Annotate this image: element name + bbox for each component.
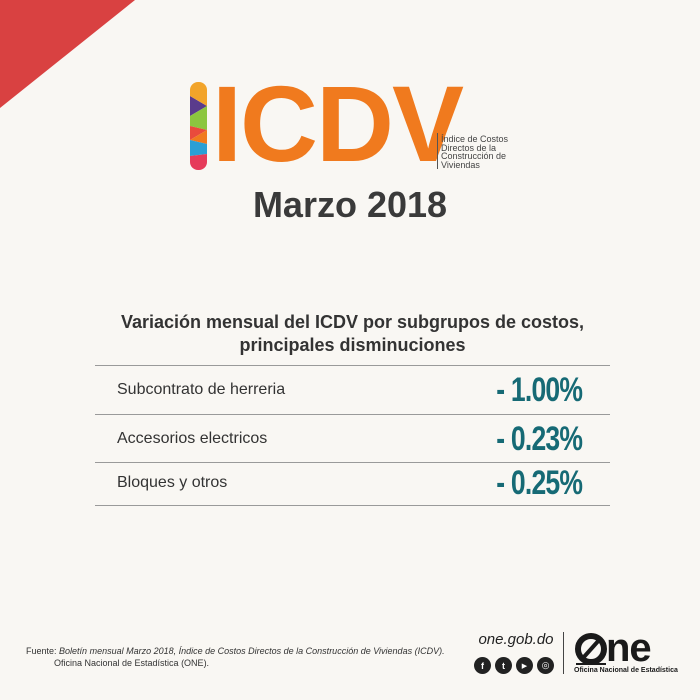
source-note: Fuente: Boletín mensual Marzo 2018, Índi…: [26, 645, 456, 669]
row-label: Subcontrato de herreria: [117, 381, 286, 398]
table-row: Subcontrato de herreria - 1.00%: [95, 365, 610, 414]
source-text: Boletín mensual Marzo 2018, Índice de Co…: [59, 646, 445, 656]
table-title: Variación mensual del ICDV por subgrupos…: [120, 312, 585, 355]
footer-divider: [563, 632, 564, 674]
social-links: f t ▶ ◎: [474, 657, 554, 674]
row-label: Bloques y otros: [117, 474, 228, 491]
one-logo-o-icon: [575, 633, 607, 665]
icdv-logo: ICDV Índice de Costos Directos de la Con…: [190, 70, 550, 178]
one-logo: ne Oficina Nacional de Estadística: [574, 626, 684, 674]
table-row: Bloques y otros - 0.25%: [95, 462, 610, 506]
source-org: Oficina Nacional de Estadística (ONE).: [54, 658, 210, 668]
website-link[interactable]: one.gob.do: [478, 631, 554, 648]
row-value: - 0.25%: [496, 464, 583, 502]
logo-text: ICDV: [212, 63, 464, 184]
logo-subtitle: Índice de Costos Directos de la Construc…: [441, 134, 509, 170]
row-value: - 1.00%: [496, 371, 583, 409]
table-row: Accesorios electricos - 0.23%: [95, 414, 610, 463]
youtube-icon[interactable]: ▶: [516, 657, 533, 674]
row-value: - 0.23%: [496, 420, 583, 458]
corner-decoration: [0, 0, 135, 108]
one-logo-text: ne: [606, 626, 652, 670]
brand-name: Oficina Nacional de Estadística: [574, 667, 678, 674]
instagram-icon[interactable]: ◎: [537, 657, 554, 674]
facebook-icon[interactable]: f: [474, 657, 491, 674]
period-title: Marzo 2018: [252, 184, 448, 225]
twitter-icon[interactable]: t: [495, 657, 512, 674]
logo-divider: [437, 133, 438, 169]
logo-color-bar: [190, 82, 207, 170]
source-lead: Fuente:: [26, 646, 57, 656]
row-label: Accesorios electricos: [117, 430, 268, 447]
